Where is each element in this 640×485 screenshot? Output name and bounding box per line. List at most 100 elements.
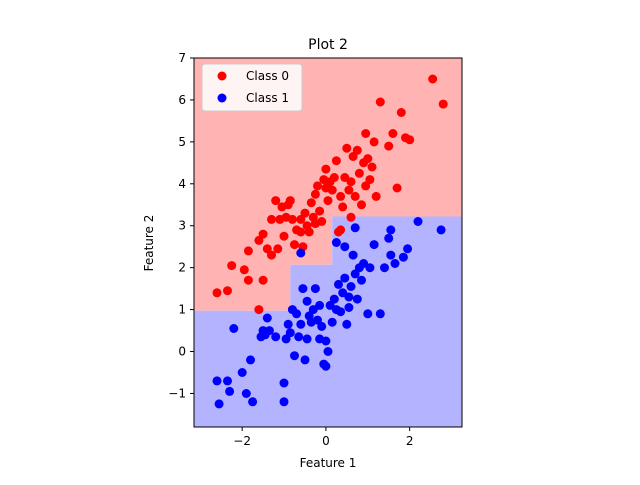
x-tick-label: 0 (322, 434, 330, 448)
point-class-0 (243, 275, 253, 285)
point-class-0 (323, 196, 333, 206)
x-tick-label: −2 (233, 434, 251, 448)
y-tick-label: 4 (178, 177, 186, 191)
point-class-1 (369, 240, 379, 250)
point-class-1 (264, 326, 274, 336)
point-class-0 (327, 185, 337, 195)
point-class-1 (285, 328, 295, 338)
point-class-1 (283, 319, 293, 329)
point-class-1 (327, 317, 337, 327)
point-class-0 (342, 143, 352, 153)
point-class-1 (380, 263, 389, 273)
point-class-0 (384, 141, 394, 151)
point-class-0 (267, 250, 276, 260)
point-class-1 (310, 284, 320, 294)
point-class-0 (296, 227, 306, 237)
point-class-0 (405, 135, 415, 145)
point-class-0 (258, 229, 268, 239)
point-class-1 (271, 332, 281, 342)
point-class-0 (212, 288, 222, 298)
y-axis-ticks: −1 0 1 2 3 4 5 6 7 (168, 51, 194, 400)
point-class-1 (342, 319, 352, 329)
point-class-0 (371, 191, 381, 201)
point-class-0 (310, 189, 320, 199)
point-class-0 (354, 168, 364, 178)
point-class-0 (227, 261, 237, 271)
y-tick-label: 7 (178, 51, 186, 65)
point-class-0 (271, 196, 281, 206)
plot-frame (193, 57, 463, 428)
point-class-1 (246, 355, 255, 365)
point-class-1 (279, 397, 289, 407)
point-class-1 (225, 386, 235, 396)
legend-box (201, 63, 303, 112)
point-class-1 (317, 321, 327, 331)
point-class-0 (267, 214, 276, 224)
point-class-1 (346, 282, 356, 291)
point-class-1 (340, 273, 350, 283)
point-class-1 (300, 355, 310, 365)
point-class-1 (237, 368, 247, 377)
point-class-1 (290, 351, 299, 361)
point-class-1 (315, 300, 325, 310)
y-tick-label: 2 (178, 261, 186, 275)
chart-title: Plot 2 (308, 37, 348, 53)
point-class-1 (365, 263, 375, 273)
point-class-1 (331, 238, 341, 247)
point-class-1 (403, 244, 413, 254)
point-class-0 (279, 231, 289, 241)
point-class-0 (239, 265, 249, 275)
legend-label-class-1: Class 1 (246, 91, 289, 105)
point-class-1 (363, 309, 373, 319)
data-points (212, 74, 448, 409)
point-class-1 (258, 326, 268, 336)
point-class-1 (298, 284, 308, 294)
point-class-1 (296, 319, 306, 329)
point-class-0 (313, 181, 322, 191)
point-class-1 (348, 250, 358, 260)
y-tick-label: 6 (178, 93, 186, 107)
point-class-0 (243, 246, 253, 256)
y-tick-label: 3 (178, 219, 186, 233)
point-class-1 (302, 334, 312, 344)
point-class-1 (241, 389, 251, 398)
point-class-0 (388, 129, 398, 138)
point-class-0 (361, 129, 371, 138)
point-class-0 (346, 177, 356, 187)
x-axis-label: Feature 1 (300, 456, 357, 470)
point-class-0 (375, 97, 385, 107)
point-class-1 (329, 294, 339, 304)
point-class-0 (428, 74, 438, 84)
point-class-1 (223, 376, 232, 386)
point-class-1 (344, 303, 354, 312)
point-class-1 (357, 275, 366, 285)
point-class-0 (304, 227, 314, 237)
point-class-1 (229, 324, 239, 333)
point-class-0 (344, 185, 354, 195)
point-class-1 (384, 233, 394, 243)
point-class-1 (352, 294, 362, 304)
point-class-1 (294, 332, 304, 342)
point-class-1 (386, 225, 396, 235)
point-class-0 (290, 240, 299, 250)
legend-marker-class-1 (217, 93, 227, 103)
point-class-0 (287, 214, 297, 224)
point-class-0 (285, 196, 295, 206)
point-class-0 (361, 181, 371, 191)
point-class-0 (352, 145, 362, 155)
y-tick-label: 1 (178, 303, 186, 317)
point-class-0 (321, 164, 331, 174)
point-class-1 (214, 399, 224, 409)
point-class-0 (273, 244, 283, 254)
point-class-1 (350, 223, 360, 233)
point-class-1 (390, 259, 400, 268)
point-class-0 (396, 108, 406, 117)
point-class-1 (323, 347, 333, 356)
point-class-1 (302, 296, 312, 306)
y-tick-label: 5 (178, 135, 186, 149)
point-class-1 (340, 242, 350, 252)
point-class-0 (367, 162, 377, 172)
decision-regions (194, 58, 462, 427)
